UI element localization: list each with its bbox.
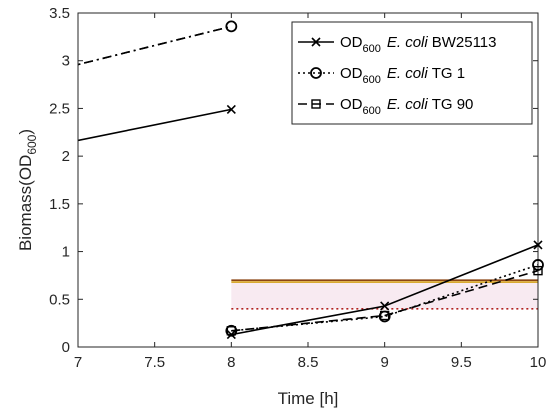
series-line-1-0 — [78, 25, 232, 66]
y-tick-label-0: 0 — [62, 339, 70, 356]
legend-marker-1 — [310, 67, 322, 79]
legend-strain: BW25113 — [432, 34, 497, 51]
data-point-0-1 — [226, 104, 236, 114]
data-point-1-4 — [532, 259, 544, 271]
x-tick-label-5: 9.5 — [451, 354, 472, 371]
ticks-group: 7 7.5 8 8.5 9 9.5 10 0 0.5 1 1.5 2 2.5 3 3.5 — [49, 5, 546, 371]
y-tick-label-1: 0.5 — [49, 291, 70, 308]
data-point-0-3 — [380, 301, 390, 311]
shaded-band-0 — [231, 280, 538, 309]
y-tick-label-2: 1 — [62, 244, 70, 261]
legend-species: E. coli — [387, 65, 429, 82]
legend-label-0: OD600 E. coli BW25113 — [340, 34, 496, 55]
y-axis-title-suffix: ) — [16, 129, 35, 135]
y-tick-label-6: 3 — [62, 53, 70, 70]
legend-strain: TG 90 — [432, 96, 474, 113]
legend-label-1: OD600 E. coli TG 1 — [340, 65, 465, 86]
y-tick-label-4: 2 — [62, 148, 70, 165]
y-tick-label-5: 2.5 — [49, 100, 70, 117]
x-tick-label-1: 7.5 — [144, 354, 165, 371]
legend-od: OD — [340, 65, 363, 82]
x-tick-label-4: 9 — [380, 354, 388, 371]
x-tick-label-2: 8 — [227, 354, 235, 371]
markers-group — [225, 20, 544, 340]
y-axis-title-sub: 600 — [25, 134, 39, 154]
x-tick-label-6: 10 — [530, 354, 547, 371]
data-point-1-2 — [225, 324, 238, 337]
legend-sub: 600 — [363, 74, 381, 86]
y-tick-label-7: 3.5 — [49, 5, 70, 22]
y-axis-title: Biomass(OD600) — [16, 129, 39, 251]
x-axis-title: Time [h] — [278, 389, 339, 408]
series-line-0-0 — [78, 108, 232, 142]
legend-marker-2 — [311, 99, 321, 109]
x-tick-label-3: 8.5 — [298, 354, 319, 371]
data-point-2-4 — [533, 265, 543, 276]
shaded-bands — [231, 280, 538, 309]
legend-box — [291, 21, 533, 125]
data-point-2-2 — [226, 326, 237, 336]
x-tick-label-0: 7 — [74, 354, 82, 371]
data-point-2-3 — [379, 310, 390, 321]
y-axis-title-prefix: (OD — [16, 155, 35, 186]
legend-label-2: OD600 E. coli TG 90 — [340, 96, 473, 117]
data-point-0-4 — [533, 240, 543, 250]
legend-sub: 600 — [363, 105, 381, 117]
legend-od: OD — [340, 34, 363, 51]
series-line-2-0 — [78, 25, 232, 66]
legend-marker-0 — [311, 37, 321, 47]
legend-species: E. coli — [387, 34, 429, 51]
series-line-1-1 — [231, 264, 538, 332]
series-line-2-1 — [231, 269, 538, 332]
legend-species: E. coli — [387, 96, 429, 113]
y-tick-label-3: 1.5 — [49, 196, 70, 213]
legend-sub: 600 — [363, 43, 381, 55]
data-point-1-1 — [225, 20, 238, 33]
legend-od: OD — [340, 96, 363, 113]
legend-strain: TG 1 — [432, 65, 465, 82]
y-axis-title-main: Biomass — [16, 186, 35, 251]
